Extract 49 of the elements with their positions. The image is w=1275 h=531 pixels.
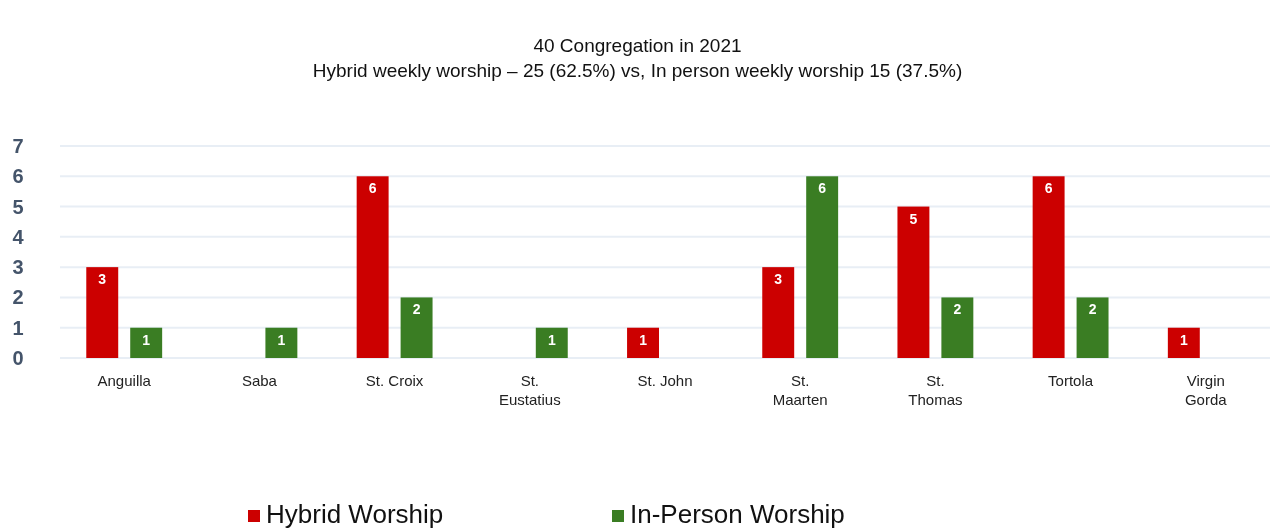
data-label: 6 — [368, 180, 377, 197]
bar — [1032, 176, 1065, 358]
y-tick-label: 3 — [12, 256, 24, 279]
bar — [627, 327, 659, 358]
x-tick-label: St. Thomas — [908, 372, 963, 408]
x-tick-label: St. Maarten — [772, 372, 828, 408]
bar — [762, 267, 795, 358]
y-tick-label: 7 — [12, 135, 24, 157]
x-tick-label: St. Eustatius — [498, 372, 561, 408]
bar — [897, 206, 930, 358]
legend-label: Hybrid Worship — [266, 499, 444, 529]
data-label: 3 — [98, 271, 107, 288]
x-tick-label: Virgin Gorda — [1184, 372, 1228, 408]
bar — [1167, 327, 1200, 358]
y-tick-label: 4 — [12, 225, 25, 248]
bar — [265, 327, 298, 358]
x-tick-label: Tortola — [1048, 372, 1094, 389]
data-label: 1 — [639, 331, 648, 348]
x-tick-label: St. John — [637, 372, 693, 389]
x-tick-label: Saba — [241, 372, 278, 389]
bar — [806, 176, 839, 358]
y-tick-label: 5 — [12, 195, 24, 218]
data-label: 1 — [277, 331, 286, 348]
data-label: 2 — [1088, 301, 1097, 318]
data-label: 6 — [1044, 180, 1053, 197]
y-tick-label: 2 — [12, 286, 24, 309]
data-label: 5 — [909, 210, 918, 227]
bar — [356, 176, 389, 358]
data-label: 6 — [818, 180, 827, 197]
bar — [130, 327, 163, 358]
data-label: 1 — [547, 331, 556, 348]
data-label: 3 — [774, 271, 783, 288]
bar — [86, 267, 119, 358]
data-label: 2 — [412, 301, 421, 318]
bar — [535, 327, 568, 358]
data-label: 2 — [953, 301, 962, 318]
y-tick-label: 0 — [12, 347, 24, 369]
y-tick-label: 6 — [12, 165, 24, 188]
x-tick-label: Anguilla — [97, 372, 152, 389]
data-label: 1 — [1179, 331, 1188, 348]
x-tick-label: St. Croix — [365, 372, 424, 389]
bar — [1076, 297, 1109, 358]
chart-title: 40 Congregation in 2021 — [533, 35, 742, 56]
chart-subtitle: Hybrid weekly worship – 25 (62.5%) vs, In person weekly worship 15 (37.5%) — [312, 60, 963, 81]
data-label: 1 — [142, 331, 151, 348]
legend-label: In-Person Worship — [630, 499, 845, 529]
y-tick-label: 1 — [12, 316, 24, 339]
bar — [400, 297, 433, 358]
bar — [941, 297, 974, 358]
